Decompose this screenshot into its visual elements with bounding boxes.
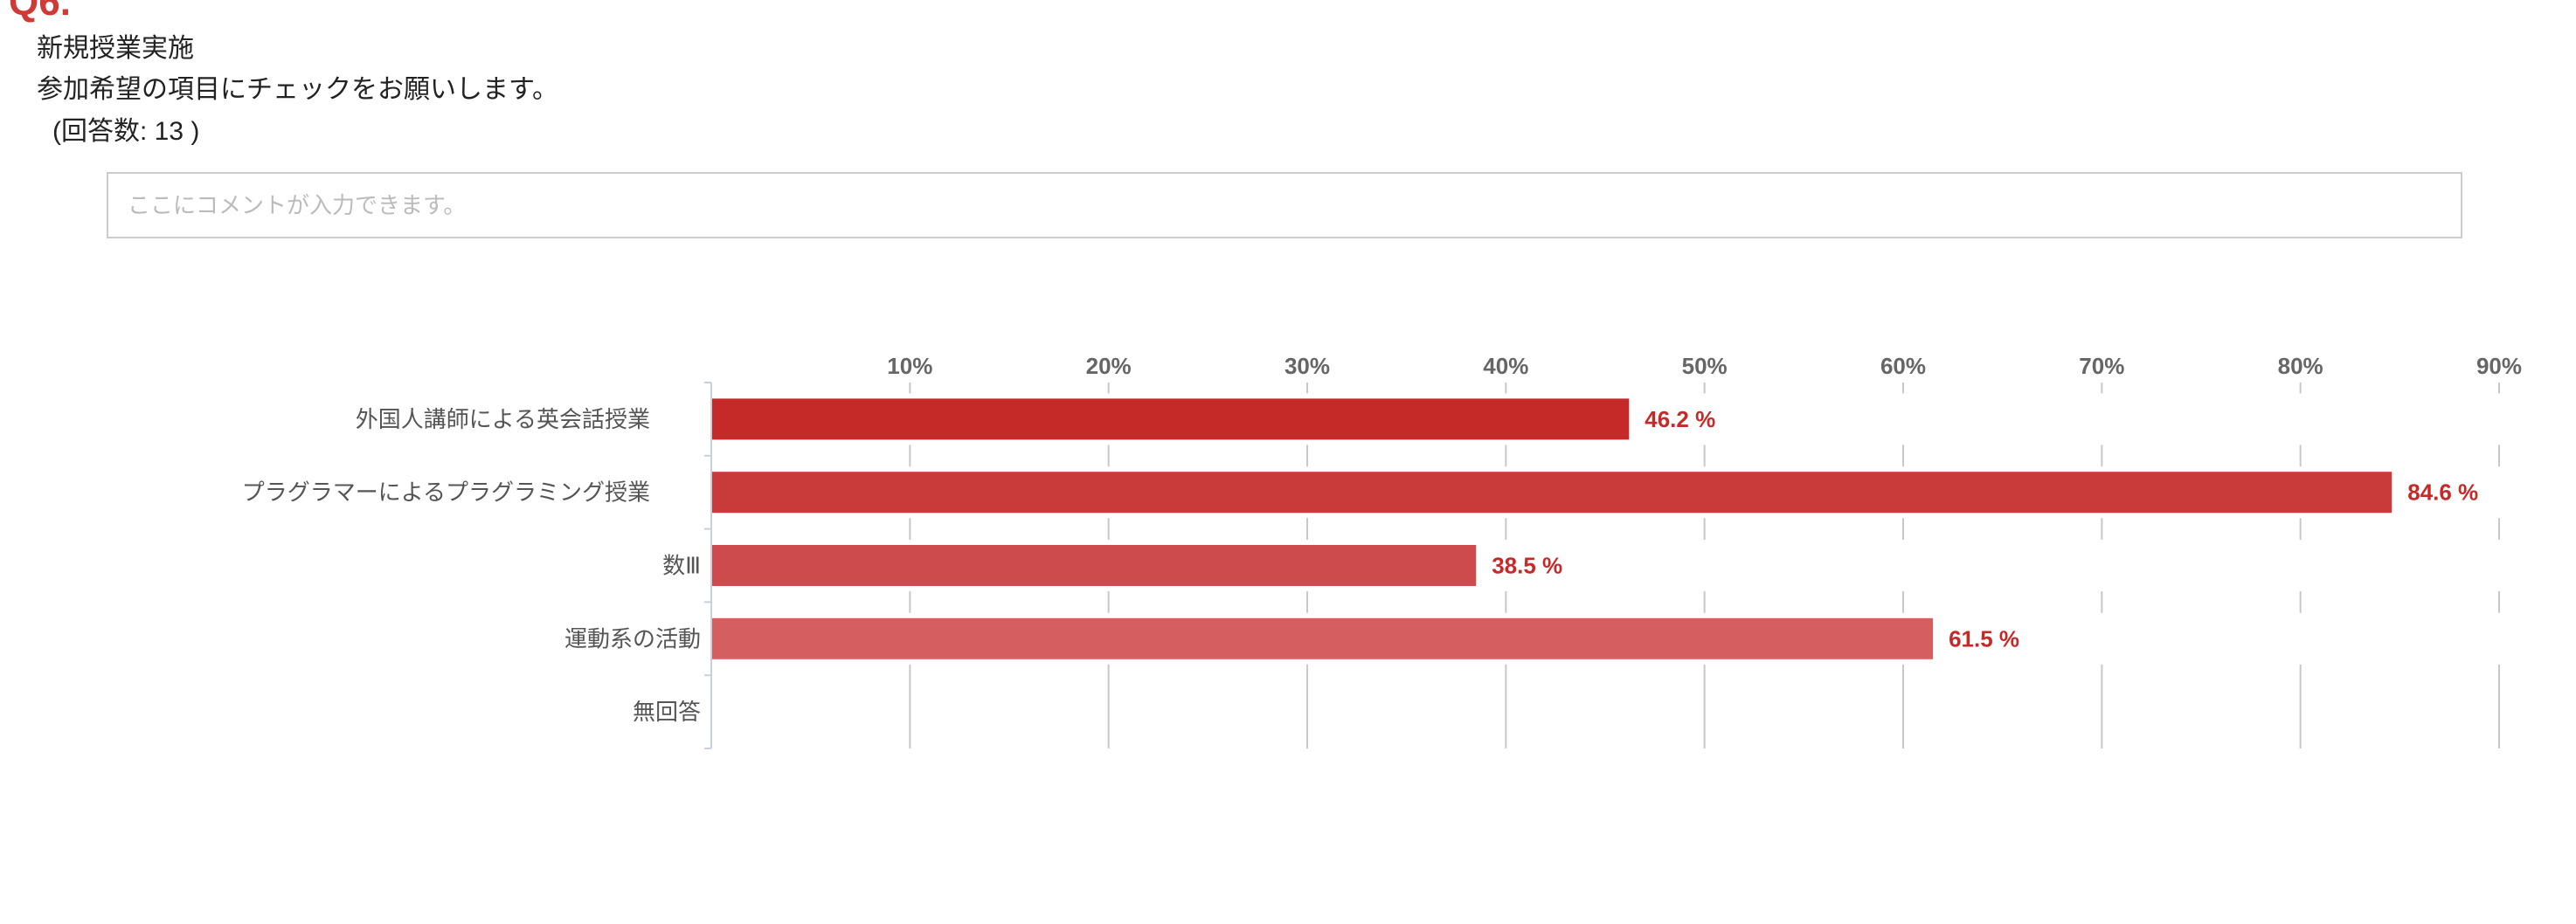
bar	[712, 545, 1477, 586]
x-tick-label: 70%	[2079, 353, 2124, 379]
bar	[712, 398, 1630, 440]
x-tick-label: 80%	[2278, 353, 2323, 379]
category-label: 無回答	[633, 699, 701, 725]
x-tick-label: 40%	[1483, 353, 1528, 379]
category-label: 運動系の活動	[564, 625, 701, 652]
x-tick-label: 60%	[1880, 353, 1926, 379]
question-instruction: 参加希望の項目にチェックをお願いします。	[37, 75, 558, 104]
value-label: 84.6 %	[2407, 479, 2478, 506]
category-label: 外国人講師による英会話授業	[356, 406, 650, 432]
category-label: プラグラマーによるプラグラミング授業	[242, 479, 650, 506]
question-title: 新規授業実施	[37, 34, 194, 63]
bar	[712, 617, 1934, 659]
x-tick-label: 90%	[2476, 353, 2522, 379]
x-tick-label: 30%	[1285, 353, 1330, 379]
value-label: 61.5 %	[1949, 625, 2019, 652]
category-label: 数Ⅲ	[662, 553, 701, 579]
response-count: (回答数: 13 )	[52, 117, 200, 146]
comment-input[interactable]	[107, 172, 2462, 238]
x-tick-label: 10%	[887, 353, 932, 379]
question-number: Q6.	[9, 0, 71, 24]
x-tick-label: 50%	[1682, 353, 1728, 379]
bar	[712, 472, 2392, 514]
value-label: 38.5 %	[1492, 553, 1562, 579]
x-tick-label: 20%	[1086, 353, 1132, 379]
value-label: 46.2 %	[1645, 406, 1715, 432]
